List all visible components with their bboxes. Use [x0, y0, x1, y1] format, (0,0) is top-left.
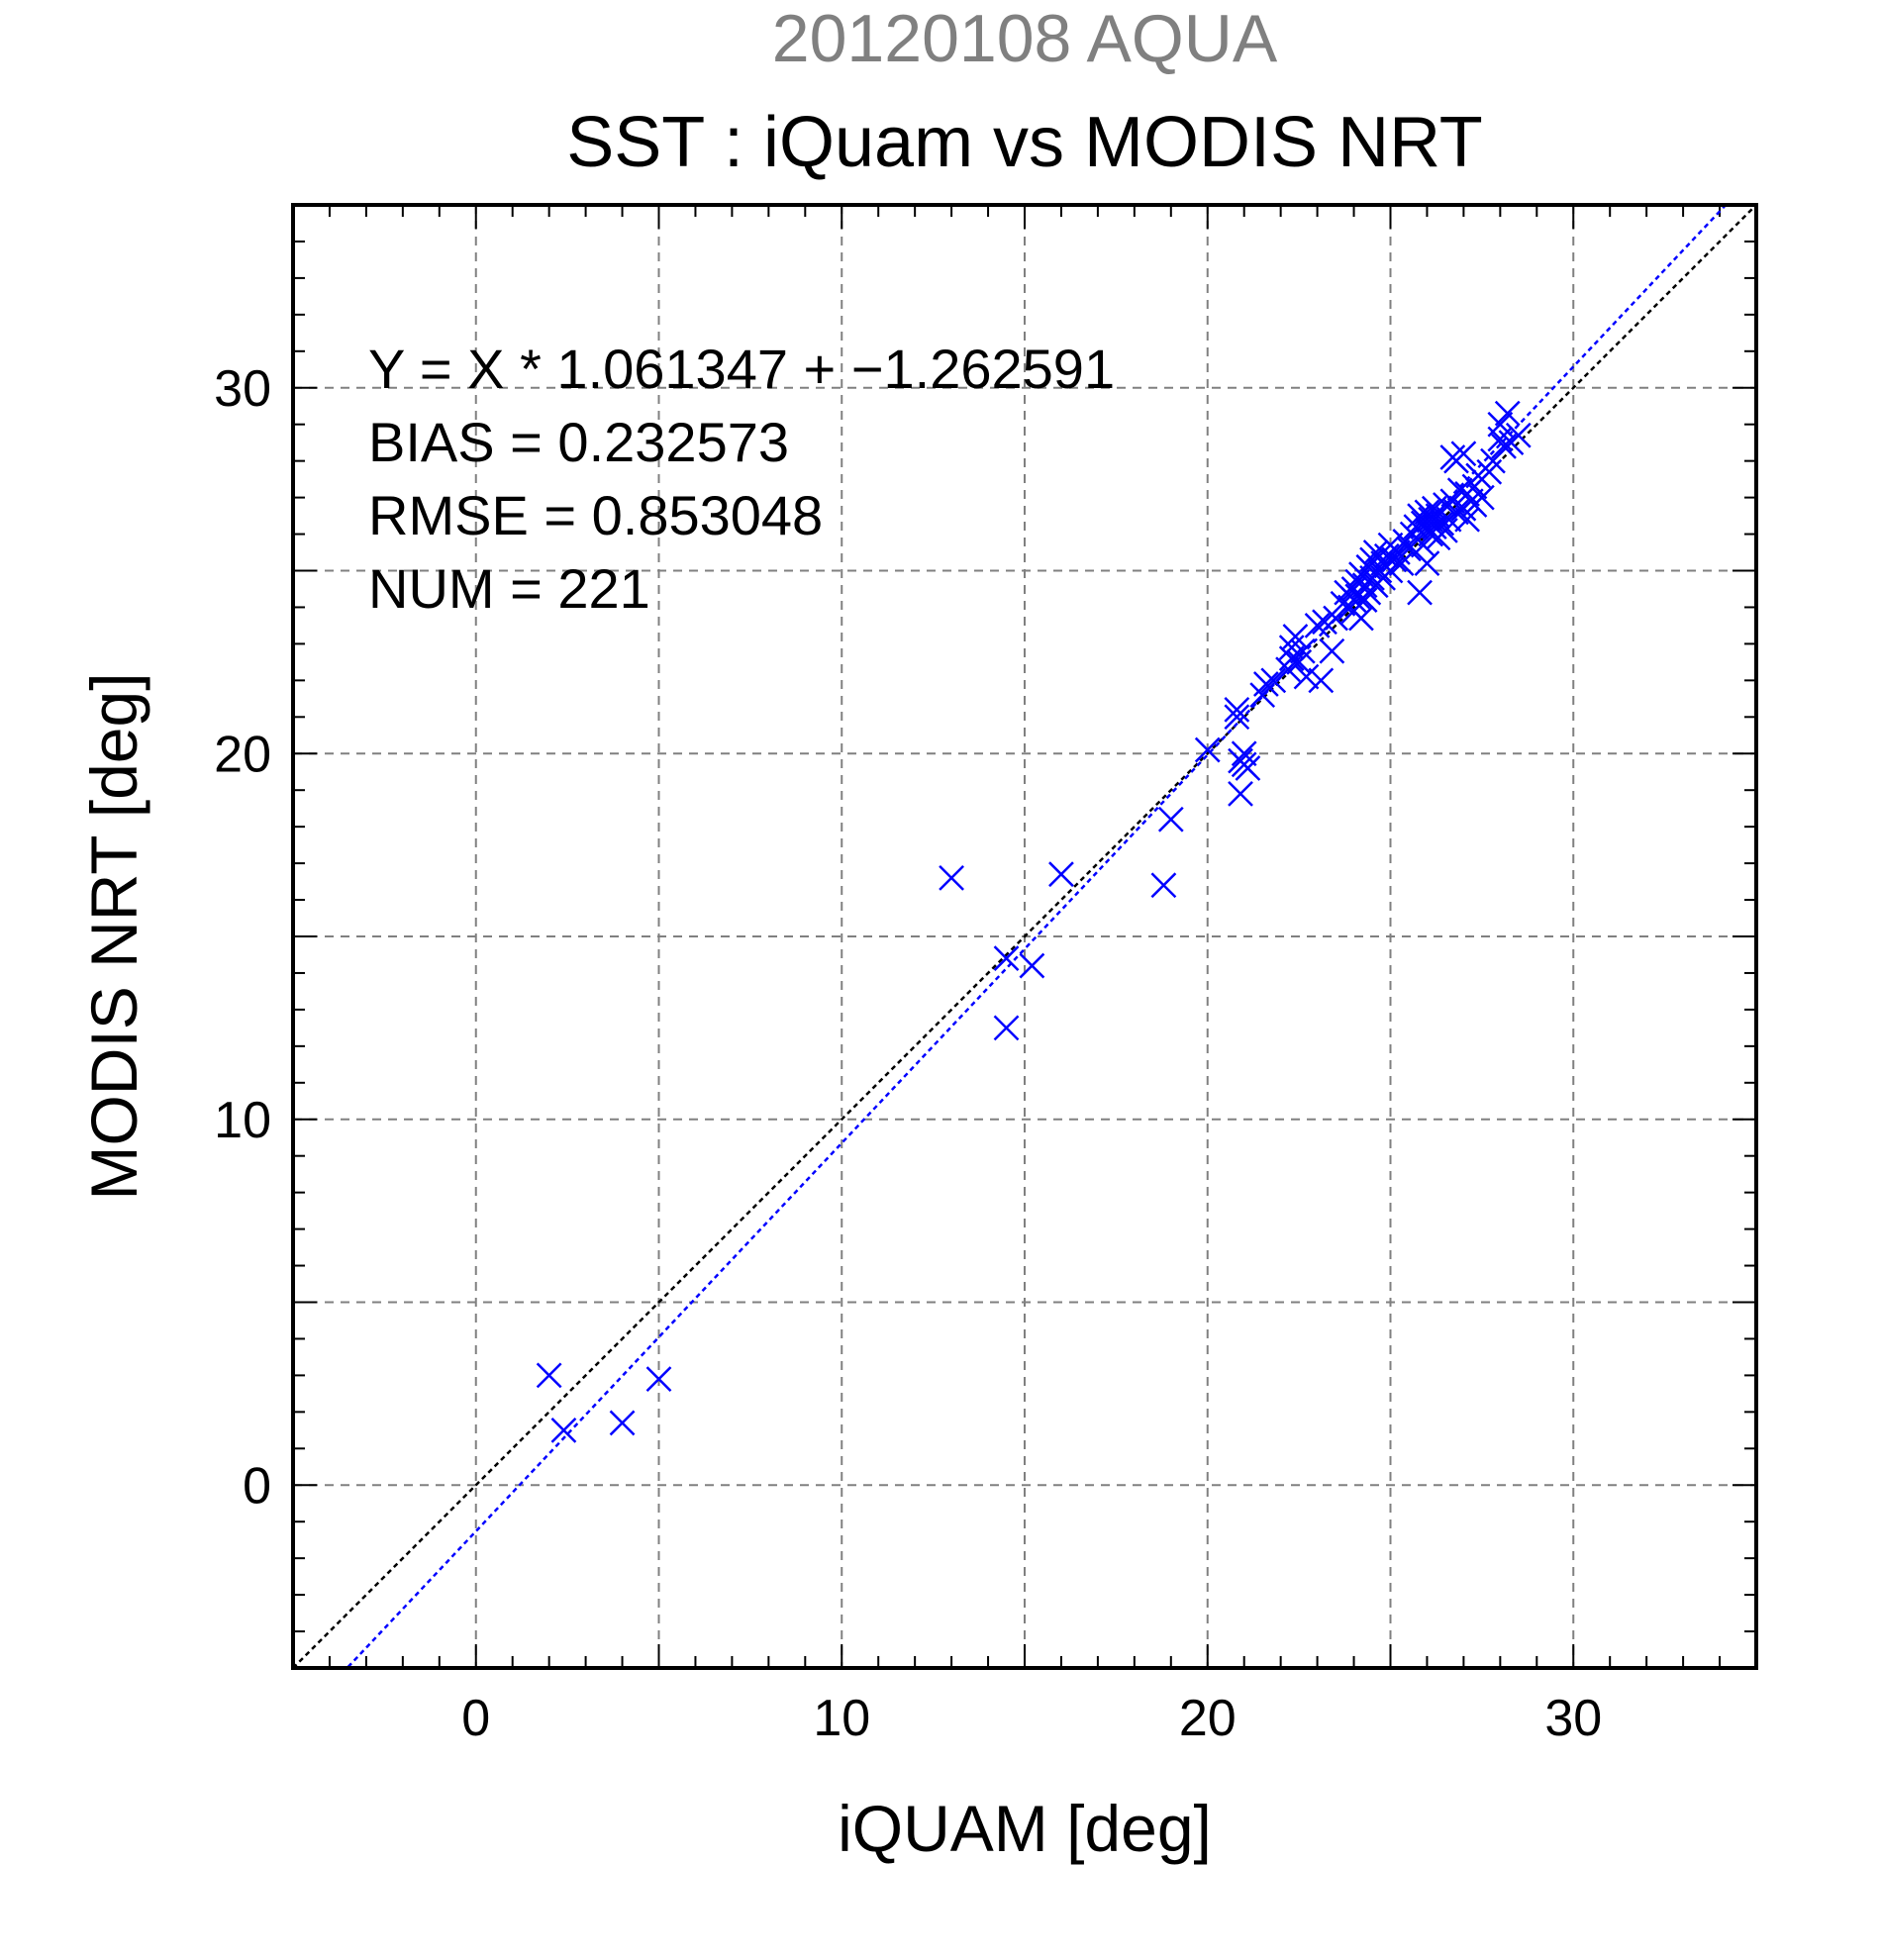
stat-annotation: RMSE = 0.853048	[368, 484, 823, 546]
data-point	[1252, 671, 1279, 697]
data-point	[1157, 806, 1184, 833]
data-point	[645, 1366, 672, 1392]
data-point	[1235, 755, 1261, 781]
data-point	[1194, 736, 1221, 763]
data-point	[1381, 546, 1408, 573]
chart-supertitle: 20120108 AQUA	[772, 1, 1278, 76]
data-point	[1414, 550, 1440, 576]
x-tick-labels: 0 10 20 30	[461, 1690, 1602, 1747]
y-axis-label: MODIS NRT [deg]	[77, 672, 150, 1200]
grid-lines	[293, 205, 1756, 1668]
data-point	[1407, 579, 1433, 606]
data-point	[1224, 697, 1250, 723]
data-point	[1348, 605, 1374, 632]
data-point	[1491, 433, 1517, 459]
data-point	[1450, 441, 1477, 467]
data-point	[1487, 411, 1514, 438]
x-tick-label: 10	[813, 1690, 870, 1747]
data-point	[1319, 637, 1345, 664]
data-point	[1468, 484, 1495, 511]
y-tick-label: 20	[214, 726, 271, 783]
data-points	[536, 400, 1532, 1443]
data-point	[1224, 704, 1250, 731]
data-point	[939, 864, 964, 891]
chart-title: SST : iQuam vs MODIS NRT	[566, 103, 1483, 182]
stat-annotation: NUM = 221	[368, 557, 650, 620]
x-tick-label: 30	[1544, 1690, 1602, 1747]
data-point	[1282, 624, 1309, 649]
fit-statistics: Y = X * 1.061347 + −1.262591 BIAS = 0.232…	[368, 338, 1115, 620]
y-tick-label: 0	[243, 1457, 271, 1515]
data-point	[1150, 872, 1177, 899]
data-point	[550, 1417, 577, 1443]
identity-line	[293, 205, 1756, 1668]
plot-frame	[291, 203, 1758, 1670]
data-point	[1494, 400, 1521, 427]
data-point	[1019, 952, 1045, 979]
data-point	[1351, 587, 1378, 613]
data-point	[1293, 663, 1320, 690]
data-point	[609, 1410, 636, 1436]
data-point	[993, 945, 1020, 972]
stat-annotation: Y = X * 1.061347 + −1.262591	[368, 338, 1115, 400]
data-point	[993, 1015, 1020, 1041]
stat-annotation: BIAS = 0.232573	[368, 411, 789, 473]
y-tick-label: 30	[214, 360, 271, 418]
data-point	[536, 1362, 562, 1389]
x-tick-label: 20	[1179, 1690, 1237, 1747]
data-point	[1231, 740, 1257, 767]
data-point	[1260, 667, 1287, 694]
data-point	[1304, 613, 1331, 638]
data-point	[1505, 422, 1532, 448]
y-tick-label: 10	[214, 1092, 271, 1149]
data-point	[1228, 781, 1253, 807]
y-tick-labels: 0 10 20 30	[214, 360, 271, 1516]
data-point	[1048, 861, 1074, 888]
data-point	[1278, 645, 1305, 672]
data-point	[1443, 499, 1469, 526]
reference-lines	[293, 205, 1756, 1668]
data-point	[1289, 637, 1316, 664]
x-axis-label: iQUAM [deg]	[838, 1792, 1212, 1865]
x-tick-label: 0	[461, 1690, 490, 1747]
data-point	[1308, 667, 1335, 694]
data-point	[1388, 550, 1415, 576]
